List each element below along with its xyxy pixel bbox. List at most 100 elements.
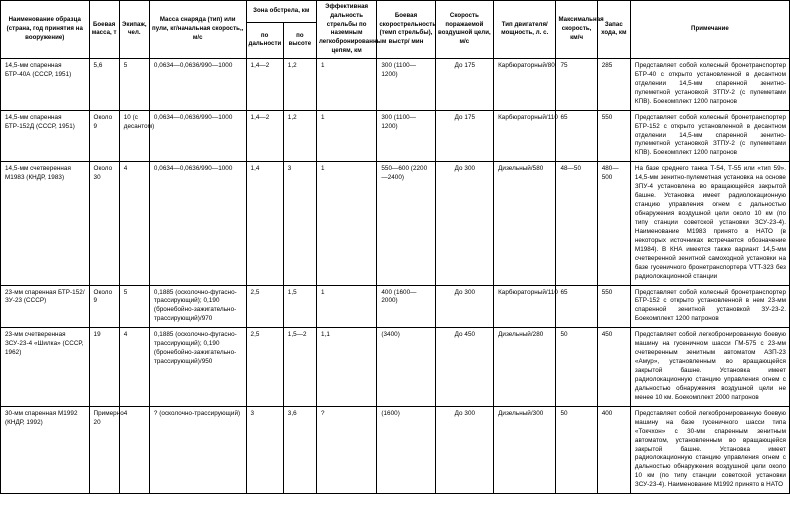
column-header-name: Наименование образца (страна, год принят… (0, 0, 90, 59)
cell-max-speed: 48—50 (555, 161, 598, 286)
cell-zone-range: 3 (245, 405, 284, 495)
table-row: 14,5-мм спаренная БТР-152Д (СССР, 1951) О… (0, 109, 790, 163)
cell-max-speed: 50 (555, 405, 598, 495)
cell-engine: Дизельный/280 (493, 327, 557, 407)
header-row-top: Наименование образца (страна, год принят… (0, 0, 790, 59)
cell-target-speed: До 175 (434, 109, 495, 163)
cell-rate-of-fire: 300 (1100—1200) (376, 57, 436, 111)
column-header-rate-of-fire: Боевая скорострельность (темп стрельбы),… (376, 0, 436, 59)
cell-travel-range: 450 (596, 327, 631, 407)
column-header-combat-mass: Боевая масса, т (88, 0, 120, 59)
cell-shell-mass: 0,0634—0,0636/990—1000 (148, 57, 247, 111)
cell-travel-range: 285 (596, 57, 631, 111)
table-row: 14,5-мм спаренная БТР-40А (СССР, 1951) 5,… (0, 57, 790, 111)
table-header: Наименование образца (страна, год принят… (0, 0, 790, 59)
cell-shell-mass: 0,1885 (осколочно-фугасно-трассирующий);… (148, 327, 247, 407)
cell-rate-of-fire: 550—600 (2200—2400) (376, 161, 436, 286)
cell-engine: Дизельный/300 (493, 405, 557, 495)
cell-zone-height: 1,5 (282, 284, 317, 329)
cell-shell-mass: 0,0634—0,0636/990—1000 (148, 161, 247, 286)
column-header-travel-range: Запас хода, км (596, 0, 631, 59)
cell-crew: 5 (118, 284, 150, 329)
cell-travel-range: 550 (596, 109, 631, 163)
cell-name: 30-мм спаренная М1992 (КНДР, 1992) (0, 405, 90, 495)
cell-zone-range: 2,5 (245, 284, 284, 329)
header-row-sub: по дальности по высоте (1, 21, 790, 59)
cell-shell-mass: 0,1885 (осколочно-фугасно-трассирующий);… (148, 284, 247, 329)
cell-rate-of-fire: (3400) (376, 327, 436, 407)
table-row: 30-мм спаренная М1992 (КНДР, 1992) Пример… (0, 405, 790, 495)
cell-effective-range: 1 (315, 109, 378, 163)
cell-combat-mass: Около 9 (88, 284, 120, 329)
cell-notes: На базе среднего танка Т-54, Т-55 или «т… (629, 161, 790, 286)
cell-engine: Дизельный/580 (493, 161, 557, 286)
column-header-zone-height: по высоте (282, 21, 317, 59)
table-row: 23-мм спаренная БТР-152/ЗУ-23 (СССР) Окол… (0, 284, 790, 329)
cell-name: 14,5-мм счетверенная М1983 (КНДР, 1983) (0, 161, 90, 286)
cell-target-speed: До 300 (434, 284, 495, 329)
cell-travel-range: 480—500 (596, 161, 631, 286)
table-row: 14,5-мм счетверенная М1983 (КНДР, 1983) О… (0, 161, 790, 286)
cell-name: 23-мм счетверенная ЗСУ-23-4 «Шилка» (ССС… (0, 327, 90, 407)
cell-name: 14,5-мм спаренная БТР-152Д (СССР, 1951) (0, 109, 90, 163)
cell-crew: 5 (118, 57, 150, 111)
cell-effective-range: 1,1 (315, 327, 378, 407)
cell-rate-of-fire: 400 (1600—2000) (376, 284, 436, 329)
cell-combat-mass: 5,6 (88, 57, 120, 111)
cell-target-speed: До 300 (434, 161, 495, 286)
column-header-max-speed: Максимальная скорость, км/ч (555, 0, 604, 59)
cell-crew: 4 (118, 161, 150, 286)
cell-max-speed: 65 (555, 284, 598, 329)
cell-effective-range: ? (315, 405, 378, 495)
cell-notes: Представляет собой легкобронированную бо… (629, 405, 790, 495)
cell-zone-range: 1,4 (245, 161, 284, 286)
cell-combat-mass: Около 9 (88, 109, 120, 163)
column-header-notes: Примечание (629, 0, 790, 59)
cell-zone-range: 1,4—2 (245, 57, 284, 111)
cell-combat-mass: Около 30 (88, 161, 120, 286)
column-header-shell-mass: Масса снаряда (тип) или пули, кг/начальн… (148, 0, 247, 59)
cell-engine: Карбюраторный/110 (493, 109, 558, 163)
cell-zone-height: 1,2 (282, 109, 317, 163)
column-header-zone-range: по дальности (245, 21, 284, 59)
column-header-crew: Экипаж, чел. (118, 0, 150, 59)
cell-shell-mass: 0,0634—0,0636/990—1000 (148, 109, 247, 163)
specifications-table: Наименование образца (страна, год принят… (0, 0, 790, 495)
cell-notes: Представляет собой колесный бронетранспо… (629, 109, 790, 163)
cell-name: 14,5-мм спаренная БТР-40А (СССР, 1951) (0, 57, 90, 111)
column-header-zone-group: Зона обстрела, км (245, 0, 317, 23)
table-row: 23-мм счетверенная ЗСУ-23-4 «Шилка» (ССС… (0, 327, 790, 407)
cell-notes: Представляет собой легкобронированную бо… (629, 327, 790, 407)
cell-zone-height: 3 (282, 161, 317, 286)
cell-travel-range: 400 (596, 405, 631, 495)
cell-max-speed: 75 (555, 57, 598, 111)
column-header-target-speed: Скорость поражаемой воздушной цели, м/с (434, 0, 495, 59)
table-body: 14,5-мм спаренная БТР-40А (СССР, 1951) 5,… (0, 57, 790, 495)
cell-zone-range: 1,4—2 (245, 109, 284, 163)
cell-combat-mass: 19 (88, 327, 120, 407)
cell-name: 23-мм спаренная БТР-152/ЗУ-23 (СССР) (0, 284, 90, 329)
cell-zone-range: 2,5 (245, 327, 284, 407)
column-header-engine: Тип двигателя/мощность, л. с. (493, 0, 557, 59)
cell-effective-range: 1 (315, 284, 378, 329)
cell-crew: 4 (118, 405, 150, 495)
cell-zone-height: 3,6 (282, 405, 317, 495)
cell-zone-height: 1,2 (282, 57, 317, 111)
cell-engine: Карбюраторный/110 (493, 284, 558, 329)
cell-target-speed: До 300 (434, 405, 495, 495)
cell-effective-range: 1 (315, 161, 378, 286)
cell-engine: Карбюраторный/80 (493, 57, 557, 111)
cell-crew: 10 (с десантом) (118, 109, 154, 163)
cell-notes: Представляет собой колесный бронетранспо… (629, 284, 790, 329)
cell-travel-range: 550 (596, 284, 631, 329)
cell-notes: Представляет собой колесный бронетранспо… (629, 57, 790, 111)
cell-combat-mass: Примерно 20 (88, 405, 124, 495)
cell-effective-range: 1 (315, 57, 378, 111)
cell-crew: 4 (118, 327, 150, 407)
cell-shell-mass: ? (осколочно-трассирующий) (148, 405, 247, 495)
cell-max-speed: 50 (555, 327, 598, 407)
cell-target-speed: До 450 (434, 327, 495, 407)
cell-target-speed: До 175 (434, 57, 495, 111)
cell-rate-of-fire: (1600) (376, 405, 436, 495)
cell-rate-of-fire: 300 (1100—1200) (376, 109, 436, 163)
